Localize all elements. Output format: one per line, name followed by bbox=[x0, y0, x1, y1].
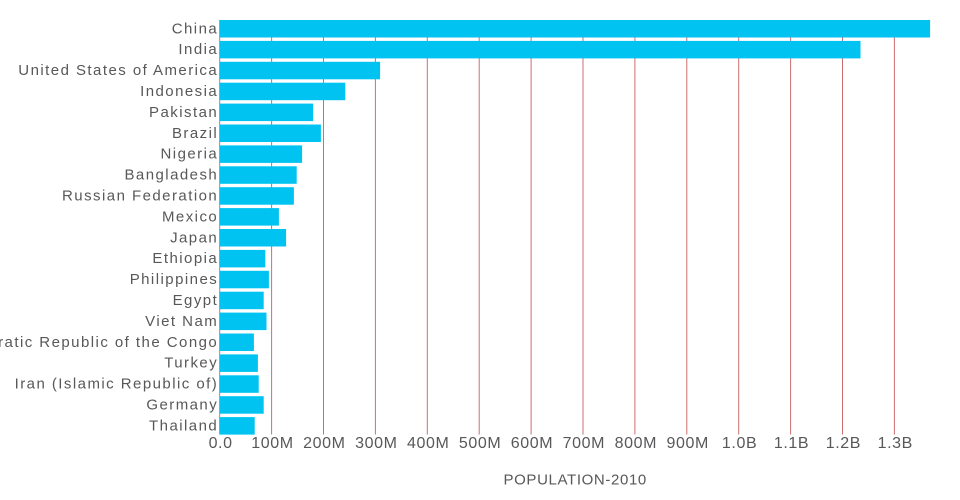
svg-text:400M: 400M bbox=[407, 435, 449, 452]
svg-text:Egypt: Egypt bbox=[173, 292, 219, 309]
svg-text:Indonesia: Indonesia bbox=[140, 83, 218, 100]
svg-text:1.3B: 1.3B bbox=[878, 435, 913, 452]
svg-text:600M: 600M bbox=[511, 435, 553, 452]
svg-text:United States of America: United States of America bbox=[18, 62, 218, 79]
svg-text:Mexico: Mexico bbox=[162, 208, 218, 225]
svg-text:Thailand: Thailand bbox=[149, 417, 218, 434]
svg-text:Ethiopia: Ethiopia bbox=[152, 250, 218, 267]
svg-text:1.2B: 1.2B bbox=[826, 435, 861, 452]
svg-text:300M: 300M bbox=[355, 435, 397, 452]
svg-text:1.0B: 1.0B bbox=[722, 435, 757, 452]
svg-text:0.0: 0.0 bbox=[209, 435, 233, 452]
svg-text:Pakistan: Pakistan bbox=[149, 104, 218, 121]
svg-text:POPULATION-2010: POPULATION-2010 bbox=[504, 471, 647, 488]
svg-text:Bangladesh: Bangladesh bbox=[124, 167, 218, 184]
svg-text:Viet Nam: Viet Nam bbox=[145, 313, 218, 330]
svg-text:Iran (Islamic Republic of): Iran (Islamic Republic of) bbox=[15, 376, 219, 393]
svg-text:Japan: Japan bbox=[170, 229, 218, 246]
svg-text:Nigeria: Nigeria bbox=[161, 146, 219, 163]
svg-text:700M: 700M bbox=[563, 435, 605, 452]
svg-text:500M: 500M bbox=[459, 435, 501, 452]
svg-text:Turkey: Turkey bbox=[164, 355, 218, 372]
svg-text:Democratic Republic of the Con: Democratic Republic of the Congo bbox=[0, 334, 218, 351]
svg-text:800M: 800M bbox=[615, 435, 657, 452]
svg-text:Germany: Germany bbox=[146, 396, 218, 413]
svg-text:100M: 100M bbox=[251, 435, 293, 452]
svg-text:1.1B: 1.1B bbox=[774, 435, 809, 452]
svg-text:India: India bbox=[178, 41, 218, 58]
svg-text:China: China bbox=[172, 20, 218, 37]
svg-text:200M: 200M bbox=[303, 435, 345, 452]
svg-text:Philippines: Philippines bbox=[130, 271, 219, 288]
svg-text:Russian Federation: Russian Federation bbox=[62, 187, 218, 204]
svg-text:Brazil: Brazil bbox=[172, 125, 218, 142]
svg-text:900M: 900M bbox=[666, 435, 708, 452]
